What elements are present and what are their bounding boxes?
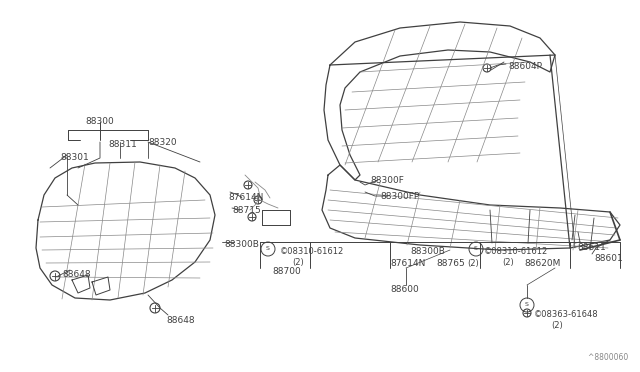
Text: 88611: 88611 [577, 243, 605, 252]
Text: 88620M: 88620M [524, 259, 561, 268]
Text: 88300FP: 88300FP [380, 192, 419, 201]
Text: (2): (2) [467, 259, 479, 268]
Text: ©08310-61612: ©08310-61612 [280, 247, 344, 256]
Text: ^880⁢0060: ^880⁢0060 [588, 353, 628, 362]
Text: 88600: 88600 [390, 285, 419, 294]
Text: 88320: 88320 [148, 138, 177, 147]
Text: 88604P: 88604P [508, 62, 542, 71]
Text: 88700: 88700 [272, 267, 301, 276]
Text: 88301: 88301 [60, 153, 89, 162]
Text: S: S [474, 247, 478, 251]
Text: ©08310-61612: ©08310-61612 [484, 247, 548, 256]
Text: 88311: 88311 [108, 140, 137, 149]
Text: 88601: 88601 [594, 254, 623, 263]
Text: (2): (2) [292, 258, 304, 267]
Text: 88300F: 88300F [370, 176, 404, 185]
Text: (2): (2) [502, 258, 514, 267]
Text: S: S [525, 302, 529, 308]
Text: 88648: 88648 [62, 270, 91, 279]
Text: ©08363-61648: ©08363-61648 [534, 310, 598, 319]
Text: 88300B: 88300B [224, 240, 259, 249]
Text: 87614N: 87614N [228, 193, 264, 202]
Text: 88300B: 88300B [410, 247, 445, 256]
Text: 88765: 88765 [436, 259, 465, 268]
Text: 88300: 88300 [86, 117, 115, 126]
Text: 88648: 88648 [166, 316, 195, 325]
Text: S: S [266, 247, 270, 251]
Text: 88715: 88715 [232, 206, 260, 215]
Text: (2): (2) [551, 321, 563, 330]
Text: 87614N: 87614N [390, 259, 426, 268]
